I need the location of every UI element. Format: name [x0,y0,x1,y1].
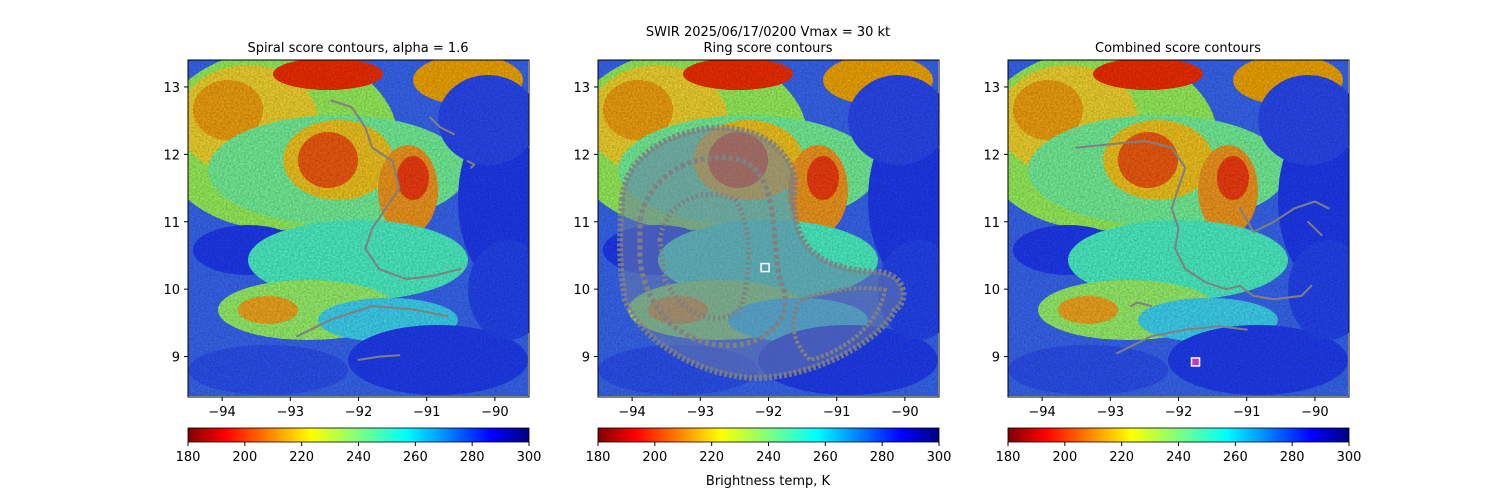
combined-colorbar-label-1: 200 [1052,450,1077,465]
combined-xtick-label-1: −93 [1097,405,1124,420]
spiral-colorbar-label-3: 240 [346,450,371,465]
spiral-contour-3 [429,116,455,136]
combined-xtick-label-4: −90 [1301,405,1328,420]
spiral-colorbar-label-1: 200 [232,450,257,465]
combined-ytick-label-2: 11 [983,216,1000,231]
spiral-colorbar-label-2: 220 [289,450,314,465]
combined-contours [1075,139,1330,355]
ring-xtick-label-1: −93 [687,405,714,420]
combined-ytick-label-0: 9 [992,351,1000,366]
ring-colorbar-label-6: 300 [927,450,952,465]
ring-ytick-label-1: 10 [573,283,590,298]
spiral-colorbar-label-0: 180 [176,450,201,465]
colorbar-label: Brightness temp, K [706,474,831,489]
ring-colorbar-ticks: 180 200 220 240 260 280 300 [586,442,952,465]
ring-colorbar [597,427,940,443]
ring-colorbar-label-2: 220 [699,450,724,465]
combined-center-marker [1190,357,1201,367]
combined-marker-dot [1191,357,1200,366]
spiral-contour-1 [296,305,449,338]
spiral-contours [296,99,476,361]
ring-xtick-label-0: −94 [618,405,645,420]
spiral-colorbar [187,427,530,443]
spiral-contour-4 [466,160,476,169]
combined-xtick-label-3: −91 [1233,405,1260,420]
spiral-axis-ticks: −94 −93 −92 −91 −90 9 10 11 12 13 [163,81,508,420]
figure-suptitle: SWIR 2025/06/17/0200 Vmax = 30 kt [646,25,890,40]
spiral-xtick-label-0: −94 [208,405,235,420]
spiral-xtick-label-3: −91 [413,405,440,420]
spiral-ytick-label-4: 13 [163,81,180,96]
spiral-panel-title: Spiral score contours, alpha = 1.6 [247,41,468,56]
combined-contour-2 [1116,325,1248,355]
combined-colorbar-label-5: 280 [1280,450,1305,465]
ring-brightness-image [568,50,958,396]
ring-marker-square [760,262,770,273]
combined-ytick-label-4: 13 [983,81,1000,96]
ring-ytick-label-3: 12 [573,148,590,163]
combined-colorbar-label-2: 220 [1109,450,1134,465]
ring-panel-title: Ring score contours [703,41,832,56]
combined-contour-3 [1238,200,1330,233]
spiral-xtick-label-4: −90 [481,405,508,420]
ring-xtick-label-3: −91 [823,405,850,420]
combined-colorbar-ticks: 180 200 220 240 260 280 300 [996,442,1362,465]
spiral-xtick-label-2: −92 [345,405,372,420]
spiral-brightness-image [158,50,548,396]
combined-panel-title: Combined score contours [1095,41,1261,56]
ring-axis-ticks: −94 −93 −92 −91 −90 9 10 11 12 13 [573,81,918,420]
ring-xtick-label-2: −92 [755,405,782,420]
spiral-ytick-label-3: 12 [163,148,180,163]
combined-colorbar [1007,427,1350,443]
ring-colorbar-label-5: 280 [870,450,895,465]
combined-contour-1 [1129,301,1153,307]
spiral-ytick-label-2: 11 [163,216,180,231]
spiral-contour-0 [330,99,462,281]
ring-ytick-label-2: 11 [573,216,590,231]
ring-colorbar-label-4: 260 [813,450,838,465]
ring-ytick-label-4: 13 [573,81,590,96]
ring-colorbar-label-0: 180 [586,450,611,465]
combined-axis-ticks: −94 −93 −92 −91 −90 9 10 11 12 13 [983,81,1328,420]
combined-colorbar-label-0: 180 [996,450,1021,465]
spiral-contour-2 [357,354,401,361]
combined-contour-4 [1307,220,1323,237]
combined-xtick-label-2: −92 [1165,405,1192,420]
combined-colorbar-label-3: 240 [1166,450,1191,465]
ring-center-marker [760,262,770,273]
spiral-ytick-label-0: 9 [172,351,180,366]
spiral-colorbar-label-4: 260 [403,450,428,465]
spiral-ytick-label-1: 10 [163,283,180,298]
combined-xtick-label-0: −94 [1028,405,1055,420]
ring-xtick-label-4: −90 [891,405,918,420]
combined-colorbar-label-6: 300 [1337,450,1362,465]
combined-ytick-label-3: 12 [983,148,1000,163]
combined-ytick-label-1: 10 [983,283,1000,298]
ring-colorbar-label-1: 200 [642,450,667,465]
spiral-xtick-label-1: −93 [277,405,304,420]
combined-score-panel: Combined score contours −94 −93 −92 −91 −90 9… [983,41,1362,465]
spiral-colorbar-label-5: 280 [460,450,485,465]
combined-colorbar-label-4: 260 [1223,450,1248,465]
combined-contour-0 [1075,139,1313,301]
ring-score-panel: Ring score contours −94 −93 −92 −91 −90 9 10 11… [568,41,958,489]
spiral-score-panel: Spiral score contours, alpha = 1.6 −94 −9… [158,41,548,465]
ring-ytick-label-0: 9 [582,351,590,366]
spiral-colorbar-label-6: 300 [517,450,542,465]
combined-marker-square [1190,357,1201,367]
ring-colorbar-label-3: 240 [756,450,781,465]
spiral-colorbar-ticks: 180 200 220 240 260 280 300 [176,442,542,465]
